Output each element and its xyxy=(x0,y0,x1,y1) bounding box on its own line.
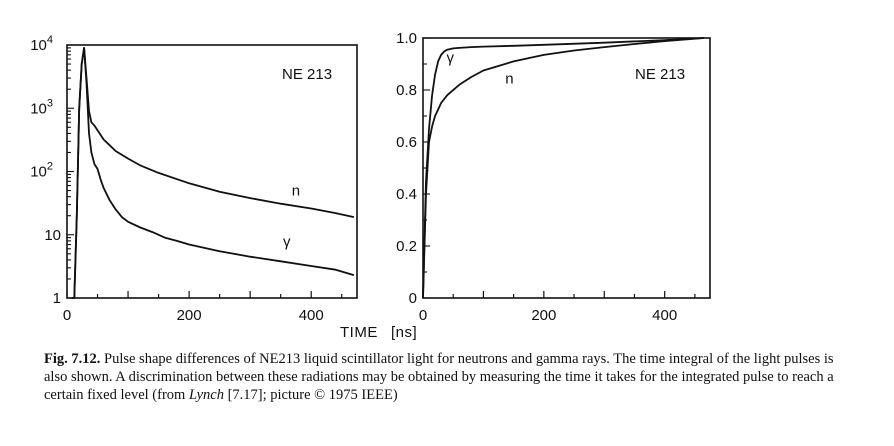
right-x-tick-label: 200 xyxy=(531,307,556,324)
shared-x-axis-title: TIME xyxy=(340,324,378,340)
right-y-tick-label: 0.2 xyxy=(396,238,417,255)
caption-author: Lynch xyxy=(188,387,224,403)
left-y-tick-label: 102 xyxy=(30,161,53,181)
caption-text-2: [7.17]; picture © 1975 IEEE) xyxy=(223,387,398,403)
left-panel-label: NE 213 xyxy=(282,66,332,83)
right-panel-label: NE 213 xyxy=(635,66,685,83)
right-series-group xyxy=(422,37,705,299)
right-series-gamma-line xyxy=(422,37,705,299)
right-series-neutron-line xyxy=(422,37,705,299)
right-y-tick-label: 0 xyxy=(409,290,417,307)
caption-text-1: Pulse shape differences of NE213 liquid … xyxy=(44,351,834,403)
shared-x-axis-unit: [ns] xyxy=(391,324,417,340)
right-x-tick-labels: 0 200 400 xyxy=(419,307,677,324)
caption-label: Fig. 7.12. xyxy=(44,351,101,367)
left-tick-marks xyxy=(66,47,343,299)
left-curve-labels: nγ xyxy=(283,182,300,250)
left-y-tick-label: 104 xyxy=(30,34,53,54)
right-y-tick-label: 0.6 xyxy=(396,134,417,151)
figure-caption: Fig. 7.12. Pulse shape differences of NE… xyxy=(44,350,854,404)
left-series-neutron-line xyxy=(71,47,355,299)
left-y-tick-label: 1 xyxy=(53,290,61,307)
left-x-tick-label: 400 xyxy=(299,307,324,324)
left-y-tick-label: 10 xyxy=(44,227,61,244)
left-y-tick-labels: 1 10 102 103 104 xyxy=(30,34,61,307)
left-x-tick-labels: 0 200 400 xyxy=(63,307,324,324)
right-y-tick-labels: 0 0.2 0.4 0.6 0.8 1.0 xyxy=(396,30,417,307)
left-series-group xyxy=(71,47,355,299)
right-curve-label-gamma: γ xyxy=(446,50,454,67)
right-x-tick-label: 400 xyxy=(652,307,677,324)
right-curve-labels: γn xyxy=(446,50,513,88)
right-y-tick-label: 0.4 xyxy=(396,186,417,203)
right-chart-integrated-pulse: 00.20.40.60.81.0 0 200 400 γn NE 213 xyxy=(396,30,711,324)
left-series-gamma-line xyxy=(71,47,355,299)
right-y-tick-label: 0.8 xyxy=(396,82,417,99)
right-curve-label-n: n xyxy=(505,71,513,88)
right-y-tick-label: 1.0 xyxy=(396,30,417,47)
left-curve-label-gamma: γ xyxy=(283,234,291,251)
left-x-tick-label: 0 xyxy=(63,307,71,324)
left-curve-label-n: n xyxy=(292,182,300,199)
left-y-tick-label: 103 xyxy=(30,97,53,117)
left-x-tick-label: 200 xyxy=(177,307,202,324)
right-x-tick-label: 0 xyxy=(419,307,427,324)
